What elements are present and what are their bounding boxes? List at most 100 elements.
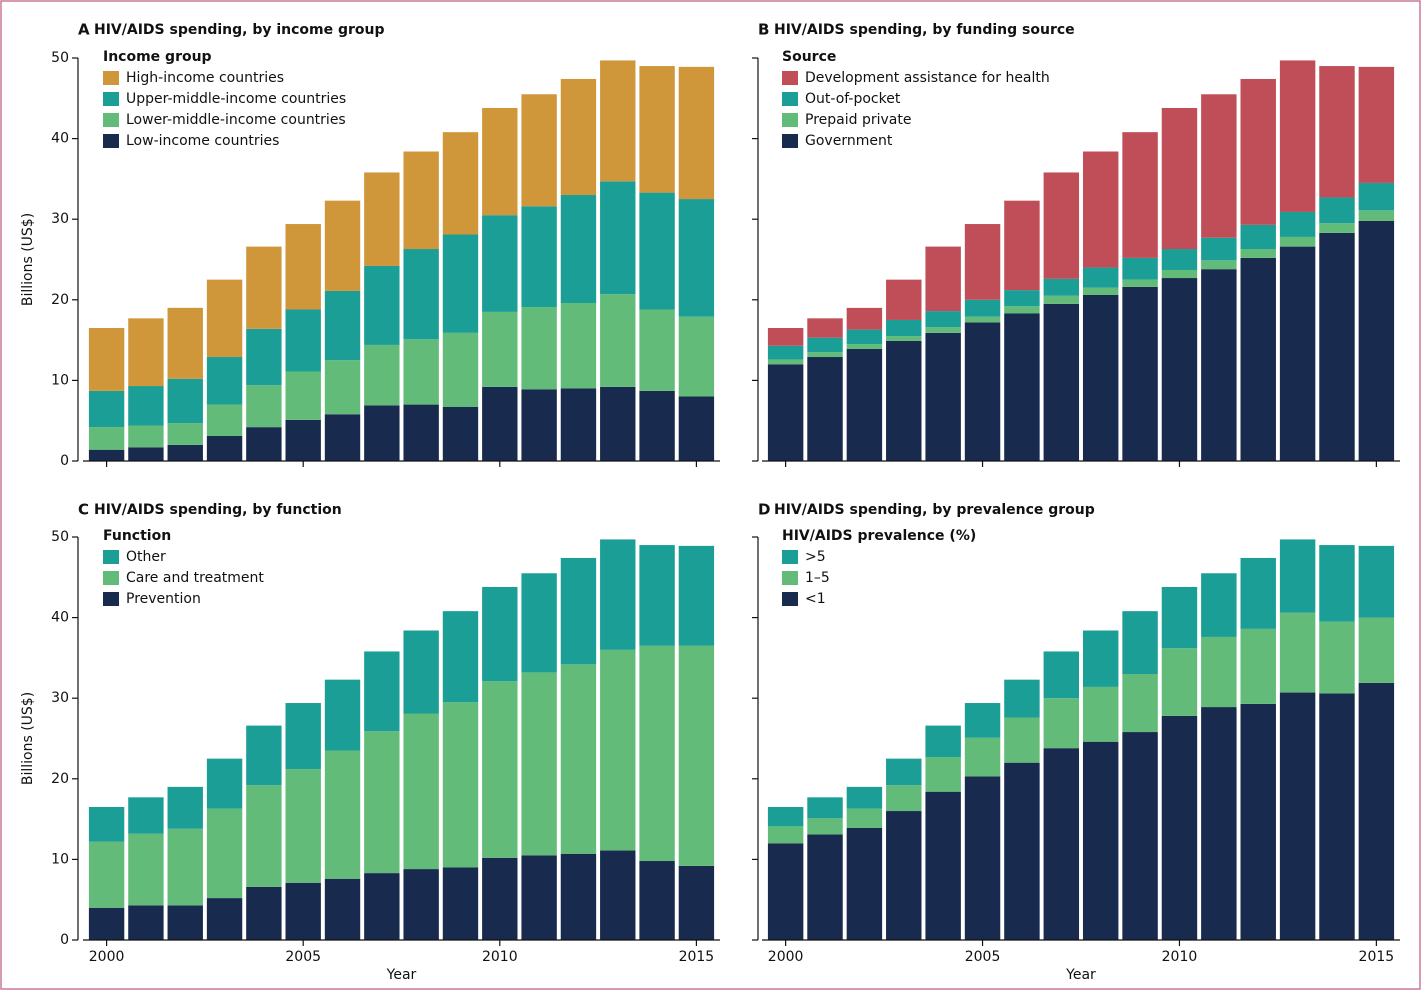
bar-segment	[1201, 636, 1237, 708]
bar-segment	[403, 339, 439, 405]
legend-title: Source	[782, 49, 836, 65]
bar-segment	[1082, 741, 1119, 940]
bar-segment	[128, 425, 164, 448]
bar-segment	[1161, 269, 1198, 279]
bar-segment	[482, 857, 518, 940]
x-axis-label: Year	[1065, 967, 1096, 983]
y-tick-label: 0	[60, 932, 69, 948]
bar-segment	[925, 311, 961, 328]
bar-segment	[767, 345, 804, 360]
bar-segment	[1161, 648, 1198, 716]
bar-segment	[285, 769, 321, 883]
bar-segment	[167, 378, 203, 424]
bar-segment	[1279, 692, 1316, 940]
bar-segment	[403, 869, 439, 940]
bar-segment	[846, 348, 883, 461]
bar-segment	[678, 199, 715, 317]
bar-segment	[128, 447, 164, 461]
bar-segment	[600, 386, 636, 461]
bar-segment	[678, 865, 715, 940]
legend-label: Government	[805, 133, 893, 149]
legend-swatch	[103, 550, 119, 564]
bar-segment	[925, 246, 961, 312]
legend-swatch	[782, 550, 798, 564]
bar-segment	[1082, 630, 1119, 687]
bar-segment	[88, 807, 125, 842]
legend-label: Prepaid private	[805, 112, 911, 128]
x-tick-label: 2010	[482, 949, 518, 965]
bar-segment	[128, 386, 164, 426]
legend-swatch	[103, 134, 119, 148]
bar-segment	[1279, 539, 1316, 613]
bar-segment	[167, 905, 203, 940]
legend-label: Care and treatment	[126, 570, 264, 586]
y-axis-label: Billions (US$)	[20, 692, 36, 785]
bar-segment	[1043, 172, 1080, 279]
bar-segment	[1358, 220, 1395, 461]
bar-segment	[285, 224, 321, 310]
bar-segment	[846, 786, 883, 809]
bar-segment	[1004, 200, 1040, 291]
bar-segment	[1004, 306, 1040, 314]
bar-segment	[246, 427, 282, 461]
bar-segment	[364, 405, 400, 461]
bar-segment	[1122, 674, 1158, 733]
bar-segment	[246, 328, 282, 386]
bar-segment	[1279, 60, 1316, 212]
bar-segment	[886, 758, 922, 786]
bar-segment	[925, 725, 961, 758]
bar-segment	[925, 332, 961, 461]
bar-segment	[285, 309, 321, 372]
bar-segment	[521, 855, 557, 940]
bar-segment	[807, 834, 843, 940]
legend-label: Out-of-pocket	[805, 91, 901, 107]
bar-segment	[1004, 762, 1040, 940]
bar-segment	[600, 539, 636, 650]
bar-segment	[1240, 249, 1276, 258]
bar-segment	[324, 414, 361, 461]
panel-label: D	[758, 501, 770, 519]
legend-label: Lower-middle-income countries	[126, 112, 346, 128]
bar-segment	[846, 329, 883, 345]
bar-segment	[600, 850, 636, 940]
bar-segment	[1004, 679, 1040, 718]
bar-segment	[767, 359, 804, 365]
bar-segment	[1082, 287, 1119, 295]
bar-segment	[560, 388, 597, 461]
bar-segment	[678, 545, 715, 646]
bar-segment	[285, 703, 321, 770]
bar-segment	[128, 797, 164, 834]
bar-segment	[324, 360, 361, 415]
bar-segment	[807, 818, 843, 835]
bar-segment	[600, 649, 636, 851]
y-tick-label: 50	[51, 50, 69, 66]
bar-segment	[767, 826, 804, 844]
bar-segment	[482, 311, 518, 387]
bar-segment	[925, 757, 961, 792]
bar-segment	[1004, 717, 1040, 763]
bar-segment	[442, 332, 479, 407]
y-tick-label: 0	[60, 453, 69, 469]
bar-segment	[88, 449, 125, 461]
bar-segment	[521, 573, 557, 673]
bar-segment	[1240, 557, 1276, 629]
bar-segment	[1043, 278, 1080, 296]
legend-label: Prevention	[126, 591, 201, 607]
bar-segment	[1082, 686, 1119, 742]
bar-segment	[1319, 621, 1355, 694]
bar-segment	[560, 557, 597, 665]
panel-label: B	[758, 21, 769, 39]
x-tick-label: 2000	[89, 949, 125, 965]
bar-segment	[1201, 94, 1237, 238]
bar-segment	[1122, 257, 1158, 280]
bar-segment	[285, 882, 321, 940]
bar-segment	[521, 672, 557, 856]
bar-segment	[1082, 267, 1119, 288]
bar-segment	[403, 713, 439, 870]
bar-segment	[1082, 294, 1119, 461]
bar-segment	[1043, 748, 1080, 940]
bar-segment	[246, 785, 282, 887]
legend-title: Income group	[103, 49, 212, 65]
bar-segment	[1319, 693, 1355, 940]
